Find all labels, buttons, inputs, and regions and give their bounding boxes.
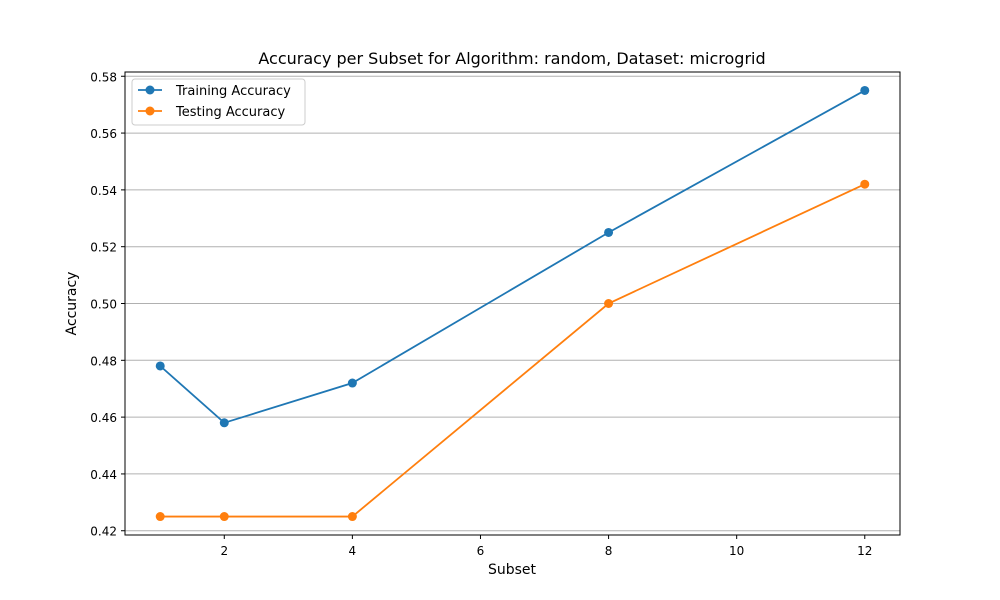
y-tick-label: 0.52: [90, 241, 117, 255]
y-tick-label: 0.48: [90, 354, 117, 368]
y-axis-label: Accuracy: [64, 272, 80, 336]
y-tick-label: 0.50: [90, 298, 117, 312]
x-tick-label: 4: [349, 544, 357, 558]
grid-lines: [125, 75, 900, 532]
x-tick-label: 8: [605, 544, 613, 558]
legend-box: [131, 78, 306, 126]
x-tick-label: 10: [729, 544, 744, 558]
data-point-1-3: [604, 299, 614, 308]
legend-marker-0: [145, 85, 155, 95]
y-tick-label: 0.42: [90, 525, 117, 539]
data-point-1-0: [155, 512, 165, 522]
y-tick-label: 0.54: [90, 184, 117, 198]
data-point-0-0: [155, 361, 165, 371]
chart-title: Accuracy per Subset for Algorithm: rando…: [258, 49, 765, 68]
y-tick-label: 0.46: [90, 411, 117, 425]
series-layer: [155, 85, 870, 522]
data-point-1-4: [860, 179, 870, 189]
y-tick-label: 0.56: [90, 127, 117, 141]
data-point-1-2: [347, 512, 357, 522]
y-axis: 0.42 0.44 0.46 0.48 0.50 0.52 0.54 0.56 0.58: [90, 70, 125, 539]
x-axis: 2 4 6 8 10 12: [220, 535, 872, 558]
x-tick-label: 2: [220, 544, 228, 558]
x-axis-label: Subset: [488, 562, 537, 578]
y-tick-label: 0.58: [90, 70, 117, 84]
y-tick-label: 0.44: [90, 468, 117, 482]
legend-marker-1: [145, 106, 155, 116]
x-tick-label: 6: [477, 544, 485, 558]
legend-label-0: Training Accuracy: [175, 84, 291, 99]
legend: Training Accuracy Testing Accuracy: [131, 78, 306, 126]
data-point-0-1: [219, 418, 229, 428]
data-point-1-1: [219, 512, 229, 522]
data-point-0-3: [604, 227, 614, 237]
data-point-0-2: [347, 378, 357, 388]
data-point-0-4: [860, 85, 870, 95]
x-tick-label: 12: [857, 544, 872, 558]
legend-label-1: Testing Accuracy: [175, 105, 285, 120]
